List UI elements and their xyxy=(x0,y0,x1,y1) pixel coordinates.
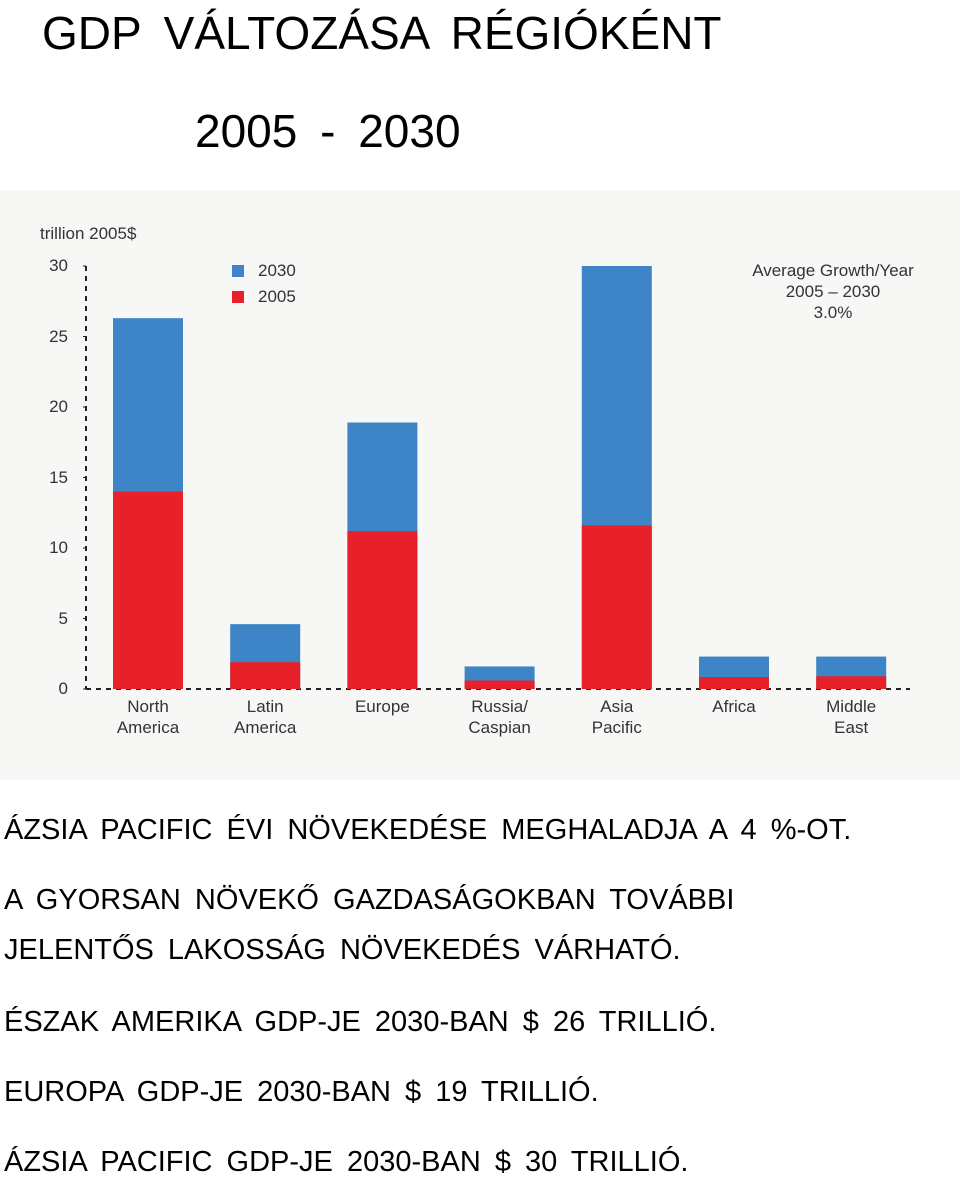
x-tick-label: Asia Pacific xyxy=(591,697,642,737)
x-tick-label: Russia/ Caspian xyxy=(468,697,531,737)
y-tick-label: 15 xyxy=(49,467,68,487)
x-tick-label: Latin America xyxy=(234,697,297,737)
x-tick-label: Europe xyxy=(354,697,410,716)
y-axis-label: trillion 2005$ xyxy=(40,224,137,243)
chart-svg xyxy=(83,265,910,690)
legend-label: 2030 xyxy=(258,261,296,280)
legend-swatch xyxy=(232,291,244,303)
y-tick-label: 5 xyxy=(58,608,68,628)
x-tick-label: Middle East xyxy=(826,697,877,737)
y-tick-label: 25 xyxy=(49,326,68,346)
page-title: GDP VÁLTOZÁSA RÉGIÓKÉNT xyxy=(42,7,722,59)
paragraph: ÁZSIA PACIFIC ÉVI NÖVEKEDÉSE MEGHALADJA … xyxy=(4,814,852,846)
y-tick-label: 0 xyxy=(58,679,68,698)
y-tick-label: 10 xyxy=(49,538,68,557)
bar xyxy=(230,662,301,689)
x-tick-label: North America xyxy=(116,697,180,737)
bar xyxy=(347,531,418,689)
page-subtitle: 2005 - 2030 xyxy=(195,105,461,157)
chart: trillion 2005$ 0 5 10 15 20 25 30 2030 2005 Averag… xyxy=(0,190,960,780)
y-tick-label: 30 xyxy=(49,256,68,275)
bar xyxy=(699,677,769,689)
legend-swatch xyxy=(232,265,244,277)
legend-label: 2005 xyxy=(258,287,296,306)
paragraph: A GYORSAN NÖVEKŐ GAZDASÁGOKBAN TOVÁBBI J… xyxy=(4,884,735,966)
paragraph: EUROPA GDP-JE 2030-BAN $ 19 TRILLIÓ. xyxy=(4,1076,599,1108)
paragraph: ÉSZAK AMERIKA GDP-JE 2030-BAN $ 26 TRILL… xyxy=(4,1006,717,1038)
bar xyxy=(113,491,183,689)
y-tick-label: 20 xyxy=(49,397,68,416)
bar xyxy=(816,676,887,689)
annotation: Average Growth/Year 2005 – 2030 3.0% xyxy=(752,261,914,322)
x-tick-label: Africa xyxy=(712,697,756,716)
bar xyxy=(464,680,535,689)
paragraph: ÁZSIA PACIFIC GDP-JE 2030-BAN $ 30 TRILL… xyxy=(4,1146,689,1178)
bar xyxy=(581,525,652,689)
